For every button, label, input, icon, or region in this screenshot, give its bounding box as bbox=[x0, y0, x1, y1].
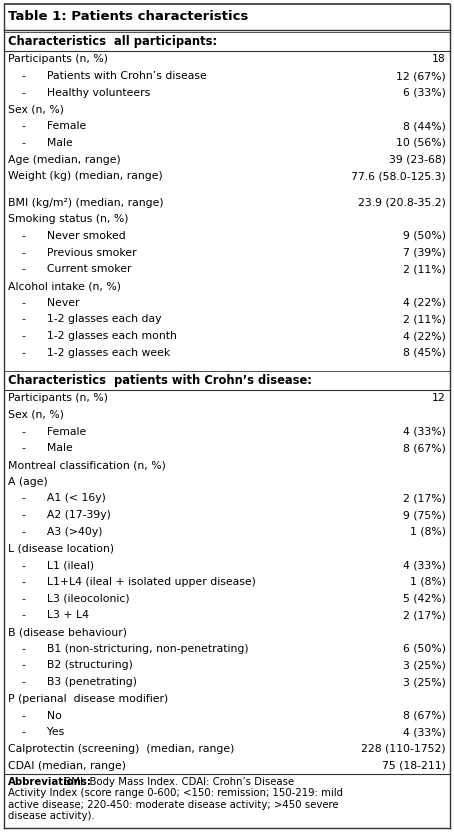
Text: BMI: Body Mass Index. CDAI: Crohn’s Disease: BMI: Body Mass Index. CDAI: Crohn’s Dise… bbox=[61, 777, 294, 787]
Text: A (age): A (age) bbox=[8, 477, 48, 487]
Text: -      Yes: - Yes bbox=[8, 727, 64, 737]
Text: Alcohol intake (n, %): Alcohol intake (n, %) bbox=[8, 281, 121, 291]
Text: -      Female: - Female bbox=[8, 427, 86, 437]
Text: 8 (67%): 8 (67%) bbox=[403, 711, 446, 721]
Text: 6 (50%): 6 (50%) bbox=[403, 644, 446, 654]
Text: 8 (45%): 8 (45%) bbox=[403, 348, 446, 358]
Text: 23.9 (20.8-35.2): 23.9 (20.8-35.2) bbox=[358, 197, 446, 208]
Text: -      B3 (penetrating): - B3 (penetrating) bbox=[8, 677, 137, 687]
Text: 5 (42%): 5 (42%) bbox=[403, 594, 446, 604]
Text: Table 1: Patients characteristics: Table 1: Patients characteristics bbox=[8, 11, 248, 23]
Text: Sex (n, %): Sex (n, %) bbox=[8, 410, 64, 420]
Text: B (disease behaviour): B (disease behaviour) bbox=[8, 627, 127, 637]
Text: Characteristics  all participants:: Characteristics all participants: bbox=[8, 35, 217, 48]
Text: L (disease location): L (disease location) bbox=[8, 543, 114, 553]
Text: -      Male: - Male bbox=[8, 138, 73, 148]
Text: -      B1 (non-stricturing, non-penetrating): - B1 (non-stricturing, non-penetrating) bbox=[8, 644, 249, 654]
Text: 77.6 (58.0-125.3): 77.6 (58.0-125.3) bbox=[351, 171, 446, 181]
Text: Montreal classification (n, %): Montreal classification (n, %) bbox=[8, 460, 166, 470]
Text: CDAI (median, range): CDAI (median, range) bbox=[8, 760, 126, 770]
Text: -      Female: - Female bbox=[8, 121, 86, 131]
Text: BMI (kg/m²) (median, range): BMI (kg/m²) (median, range) bbox=[8, 197, 163, 208]
Text: -      B2 (structuring): - B2 (structuring) bbox=[8, 661, 133, 671]
Text: Smoking status (n, %): Smoking status (n, %) bbox=[8, 215, 128, 225]
Text: 4 (33%): 4 (33%) bbox=[403, 427, 446, 437]
Text: 8 (67%): 8 (67%) bbox=[403, 443, 446, 453]
Text: 2 (17%): 2 (17%) bbox=[403, 611, 446, 621]
Text: 2 (11%): 2 (11%) bbox=[403, 265, 446, 275]
Text: 1 (8%): 1 (8%) bbox=[410, 577, 446, 587]
Text: -      L3 + L4: - L3 + L4 bbox=[8, 611, 89, 621]
Text: -      Never: - Never bbox=[8, 298, 79, 308]
Text: Characteristics  patients with Crohn’s disease:: Characteristics patients with Crohn’s di… bbox=[8, 374, 312, 387]
Text: 3 (25%): 3 (25%) bbox=[403, 661, 446, 671]
Text: -      Patients with Crohn’s disease: - Patients with Crohn’s disease bbox=[8, 72, 207, 82]
Text: Participants (n, %): Participants (n, %) bbox=[8, 54, 108, 64]
Text: -      A2 (17-39y): - A2 (17-39y) bbox=[8, 510, 111, 520]
Text: 12: 12 bbox=[432, 394, 446, 404]
Text: 4 (33%): 4 (33%) bbox=[403, 727, 446, 737]
Text: -      Current smoker: - Current smoker bbox=[8, 265, 132, 275]
Text: 9 (75%): 9 (75%) bbox=[403, 510, 446, 520]
Text: -      L3 (ileocolonic): - L3 (ileocolonic) bbox=[8, 594, 130, 604]
Text: 2 (11%): 2 (11%) bbox=[403, 314, 446, 324]
Text: Weight (kg) (median, range): Weight (kg) (median, range) bbox=[8, 171, 163, 181]
Text: -      No: - No bbox=[8, 711, 62, 721]
Text: -      1-2 glasses each month: - 1-2 glasses each month bbox=[8, 331, 177, 341]
Text: 6 (33%): 6 (33%) bbox=[403, 88, 446, 98]
Text: active disease; 220-450: moderate disease activity; >450 severe: active disease; 220-450: moderate diseas… bbox=[8, 800, 339, 810]
Text: 39 (23-68): 39 (23-68) bbox=[389, 155, 446, 165]
Text: Calprotectin (screening)  (median, range): Calprotectin (screening) (median, range) bbox=[8, 744, 234, 754]
Text: 2 (17%): 2 (17%) bbox=[403, 493, 446, 503]
Text: 18: 18 bbox=[432, 54, 446, 64]
Text: -      A1 (< 16y): - A1 (< 16y) bbox=[8, 493, 106, 503]
Text: 4 (22%): 4 (22%) bbox=[403, 331, 446, 341]
Text: -      Healthy volunteers: - Healthy volunteers bbox=[8, 88, 150, 98]
Text: 3 (25%): 3 (25%) bbox=[403, 677, 446, 687]
Text: -      Never smoked: - Never smoked bbox=[8, 231, 126, 241]
Text: disease activity).: disease activity). bbox=[8, 811, 95, 821]
Text: -      1-2 glasses each day: - 1-2 glasses each day bbox=[8, 314, 162, 324]
Text: Age (median, range): Age (median, range) bbox=[8, 155, 121, 165]
Text: -      1-2 glasses each week: - 1-2 glasses each week bbox=[8, 348, 170, 358]
Text: Abbreviations:: Abbreviations: bbox=[8, 777, 92, 787]
Text: 1 (8%): 1 (8%) bbox=[410, 527, 446, 537]
Text: 4 (22%): 4 (22%) bbox=[403, 298, 446, 308]
Text: 8 (44%): 8 (44%) bbox=[403, 121, 446, 131]
Text: -      A3 (>40y): - A3 (>40y) bbox=[8, 527, 103, 537]
Text: 75 (18-211): 75 (18-211) bbox=[382, 760, 446, 770]
Text: Sex (n, %): Sex (n, %) bbox=[8, 105, 64, 115]
Text: 7 (39%): 7 (39%) bbox=[403, 248, 446, 258]
Text: 12 (67%): 12 (67%) bbox=[396, 72, 446, 82]
Text: 9 (50%): 9 (50%) bbox=[403, 231, 446, 241]
Text: -      L1+L4 (ileal + isolated upper disease): - L1+L4 (ileal + isolated upper disease) bbox=[8, 577, 256, 587]
Text: Activity Index (score range 0-600; <150: remission; 150-219: mild: Activity Index (score range 0-600; <150:… bbox=[8, 788, 343, 798]
Text: 10 (56%): 10 (56%) bbox=[396, 138, 446, 148]
Text: P (perianal  disease modifier): P (perianal disease modifier) bbox=[8, 694, 168, 704]
Text: 4 (33%): 4 (33%) bbox=[403, 560, 446, 570]
Text: -      Male: - Male bbox=[8, 443, 73, 453]
Text: -      L1 (ileal): - L1 (ileal) bbox=[8, 560, 94, 570]
Text: -      Previous smoker: - Previous smoker bbox=[8, 248, 137, 258]
Text: Participants (n, %): Participants (n, %) bbox=[8, 394, 108, 404]
Text: 228 (110-1752): 228 (110-1752) bbox=[361, 744, 446, 754]
